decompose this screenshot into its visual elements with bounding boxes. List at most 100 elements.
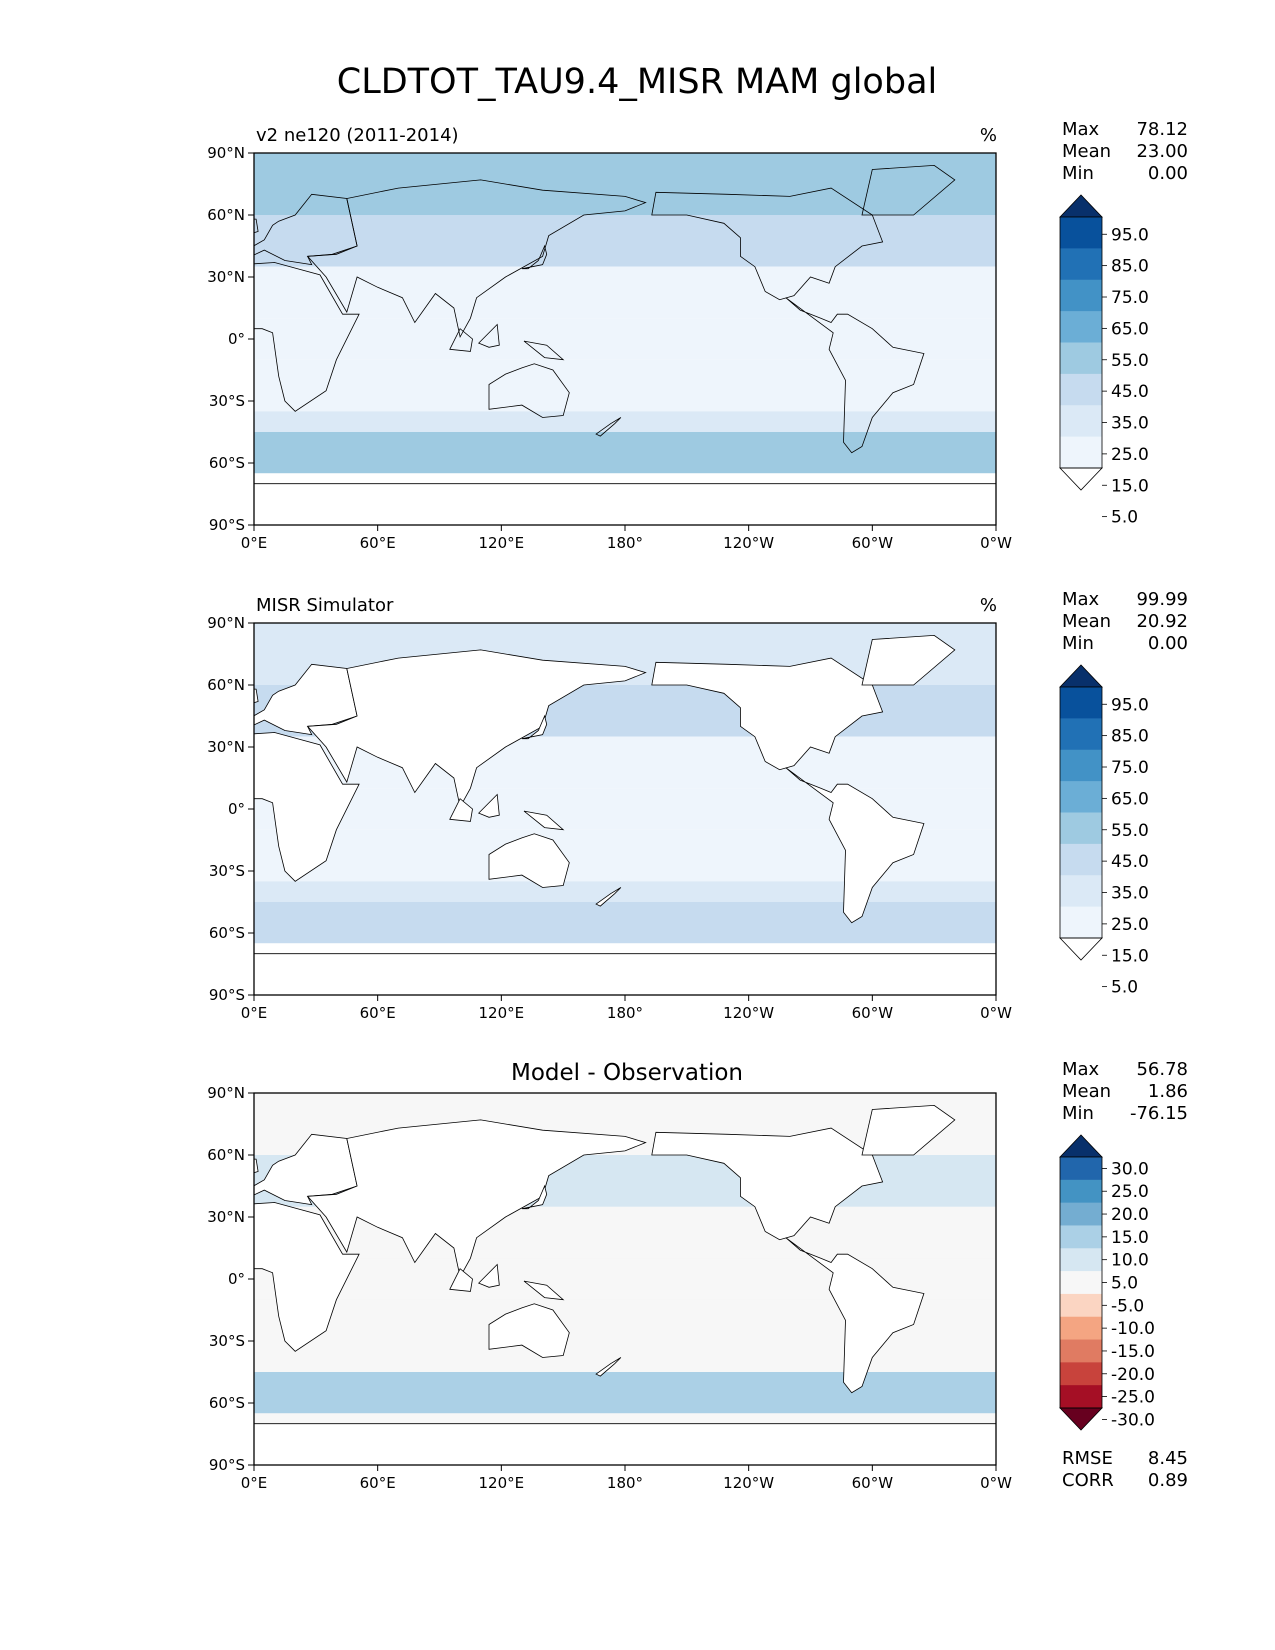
x-tick-label: 0°E — [241, 534, 268, 552]
y-tick-label: 30°N — [207, 738, 245, 756]
stat-value: 0.00 — [1148, 633, 1188, 654]
colorbar-label: 55.0 — [1111, 351, 1149, 371]
continent-outline — [254, 663, 358, 736]
colorbar-frame — [1059, 216, 1103, 469]
colorbar-label: -15.0 — [1111, 1342, 1155, 1362]
metric-value: 0.89 — [1148, 1470, 1188, 1491]
colorbar-label: 10.0 — [1111, 1251, 1149, 1271]
colorbar-label: -25.0 — [1111, 1388, 1155, 1408]
diff-metrics: RMSE 8.45 CORR 0.89 — [1062, 1448, 1188, 1491]
continent-outline — [254, 218, 259, 234]
colorbar-label: 25.0 — [1111, 445, 1149, 465]
continent-outline — [488, 833, 570, 888]
continent-outline — [651, 187, 884, 301]
colorbar-label: 95.0 — [1111, 695, 1149, 715]
continent-outline — [254, 688, 259, 704]
x-tick-label: 120°E — [479, 1474, 525, 1492]
stat-value: 56.78 — [1136, 1059, 1188, 1080]
continent-outline — [254, 953, 996, 995]
obs-axis-ticks: 0°E 60°E 120°E 180° 120°W 60°W 0°W 90°N 60°N 30°N… — [207, 614, 1012, 1022]
y-tick-label: 30°S — [209, 862, 245, 880]
colorbar-segment — [1060, 906, 1102, 939]
y-tick-label: 60°S — [209, 1394, 245, 1412]
obs-panel: 0°E 60°E 120°E 180° 120°W 60°W 0°W 90°N 60°N 30°N… — [207, 589, 1188, 1022]
x-tick-label: 120°E — [479, 1004, 525, 1022]
y-tick-label: 60°N — [207, 676, 245, 694]
y-tick-label: 90°N — [207, 144, 245, 162]
continent-outline — [306, 179, 647, 339]
colorbar-label: -10.0 — [1111, 1319, 1155, 1339]
colorbar-segment — [1060, 1248, 1102, 1272]
y-tick-label: 90°S — [209, 516, 245, 534]
colorbar-label: 55.0 — [1111, 821, 1149, 841]
obs-map-title: MISR Simulator — [256, 595, 394, 616]
model-map-band — [254, 359, 996, 412]
continent-outline — [254, 732, 360, 882]
diff-panel: 0°E 60°E 120°E 180° 120°W 60°W 0°W 90°N 60°N 30°N… — [207, 1059, 1188, 1492]
model-map-title: v2 ne120 (2011-2014) — [256, 125, 459, 146]
continent-outline — [254, 1133, 358, 1206]
x-tick-label: 60°W — [852, 534, 894, 552]
continent-outline — [477, 1263, 500, 1288]
colorbar-bottom-extend — [1059, 937, 1103, 961]
colorbar-label: -5.0 — [1111, 1296, 1144, 1316]
colorbar-segment — [1060, 248, 1102, 281]
y-tick-label: 0° — [228, 330, 245, 348]
continent-outline — [254, 483, 996, 525]
stat-value: 1.86 — [1148, 1081, 1188, 1102]
model-map-band — [254, 411, 996, 432]
colorbar-segment — [1060, 687, 1102, 719]
stat-value: 0.00 — [1148, 163, 1188, 184]
continent-outline — [861, 634, 956, 686]
continent-outline — [595, 417, 622, 437]
continent-outline — [861, 1104, 956, 1156]
model-map-band — [254, 215, 996, 267]
colorbar-segment — [1060, 718, 1102, 751]
diff-stats: Max 56.78 Mean 1.86 Min -76.15 — [1062, 1059, 1188, 1124]
colorbar-segment — [1060, 1385, 1102, 1409]
obs-map-band — [254, 881, 996, 902]
colorbar-label: 65.0 — [1111, 319, 1149, 339]
colorbar-bottom-extend — [1059, 1407, 1103, 1431]
stat-label: Min — [1062, 1103, 1094, 1124]
colorbar-segment — [1060, 1339, 1102, 1363]
x-tick-label: 0°W — [980, 1474, 1012, 1492]
colorbar-top-extend — [1059, 194, 1103, 218]
x-tick-label: 60°W — [852, 1004, 894, 1022]
continent-outline — [785, 297, 925, 454]
continent-outline — [477, 793, 500, 818]
continent-outline — [306, 1119, 647, 1279]
y-tick-label: 30°N — [207, 1208, 245, 1226]
continent-outline — [254, 1202, 360, 1352]
colorbar-bottom-extend — [1059, 467, 1103, 491]
colorbar-segment — [1060, 812, 1102, 845]
diff-map-band — [254, 1372, 996, 1414]
stat-value: 78.12 — [1136, 119, 1188, 140]
colorbar-segment — [1060, 279, 1102, 312]
colorbar-segment — [1060, 749, 1102, 782]
continent-outline — [785, 767, 925, 924]
colorbar-label: 45.0 — [1111, 852, 1149, 872]
stat-label: Min — [1062, 633, 1094, 654]
stat-label: Max — [1062, 119, 1100, 140]
y-tick-label: 60°N — [207, 206, 245, 224]
colorbar-label: -30.0 — [1111, 1410, 1155, 1430]
model-map-band — [254, 318, 996, 360]
model-map-band — [254, 473, 996, 525]
x-tick-label: 120°W — [723, 1474, 774, 1492]
continent-outline — [254, 1423, 996, 1465]
colorbar-label: 85.0 — [1111, 257, 1149, 277]
model-field — [254, 153, 996, 525]
model-units: % — [980, 125, 997, 146]
obs-continents — [254, 634, 996, 995]
x-tick-label: 60°E — [360, 534, 396, 552]
colorbar-segment — [1060, 1271, 1102, 1295]
continent-outline — [785, 1237, 925, 1394]
continent-outline — [651, 657, 884, 771]
colorbar-segment — [1060, 1179, 1102, 1204]
colorbar-label: 95.0 — [1111, 225, 1149, 245]
x-tick-label: 0°W — [980, 534, 1012, 552]
x-tick-label: 60°E — [360, 1004, 396, 1022]
x-tick-label: 120°W — [723, 1004, 774, 1022]
